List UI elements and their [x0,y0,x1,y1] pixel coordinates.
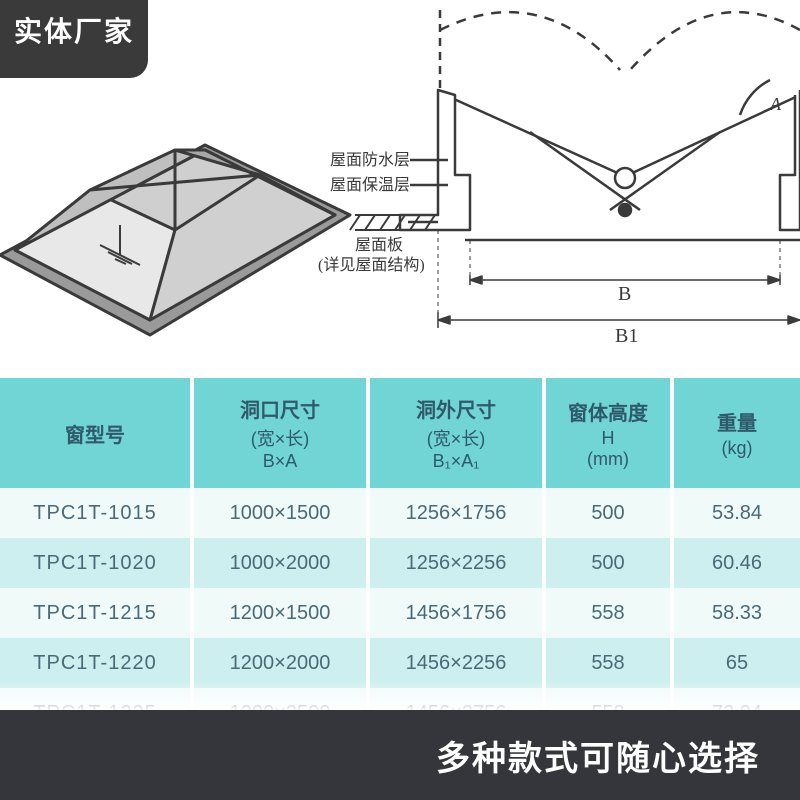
table-row: TPC1T-12151200×15001456×175655858.33 [0,588,800,638]
col-outer: 洞外尺寸(宽×长)B₁×A₁ [368,378,544,488]
label-roofboard: 屋面板 [355,236,403,254]
isometric-skylight [0,145,350,335]
label-insulation: 屋面保温层 [330,176,410,194]
badge-top-text: 实体厂家 [14,16,134,47]
table-row: TPC1T-10151000×15001256×175650053.84 [0,488,800,538]
table-row: TPC1T-10201000×20001256×225650060.46 [0,538,800,588]
col-weight: 重量(kg) [672,378,800,488]
table-header-row: 窗型号 洞口尺寸(宽×长)B×A 洞外尺寸(宽×长)B₁×A₁ 窗体高度H(mm… [0,378,800,488]
dim-b: B [618,283,631,305]
label-seestruct: (详见屋面结构) [318,256,425,274]
col-opening: 洞口尺寸(宽×长)B×A [192,378,368,488]
dim-angle: A [769,94,782,114]
table-body: TPC1T-10151000×15001256×175650053.84 TPC… [0,488,800,738]
spec-table: 窗型号 洞口尺寸(宽×长)B×A 洞外尺寸(宽×长)B₁×A₁ 窗体高度H(mm… [0,378,800,738]
spec-table-container: 窗型号 洞口尺寸(宽×长)B×A 洞外尺寸(宽×长)B₁×A₁ 窗体高度H(mm… [0,378,800,738]
cross-section [350,10,800,328]
dim-b1: B1 [615,325,638,347]
col-model: 窗型号 [0,378,192,488]
table-row: TPC1T-12201200×20001456×225655865 [0,638,800,688]
label-waterproof: 屋面防水层 [330,151,410,169]
bottom-banner-text: 多种款式可随心选择 [436,731,760,780]
col-height: 窗体高度H(mm) [544,378,672,488]
badge-top-left: 实体厂家 [0,0,148,78]
bottom-banner: 多种款式可随心选择 [0,710,800,800]
